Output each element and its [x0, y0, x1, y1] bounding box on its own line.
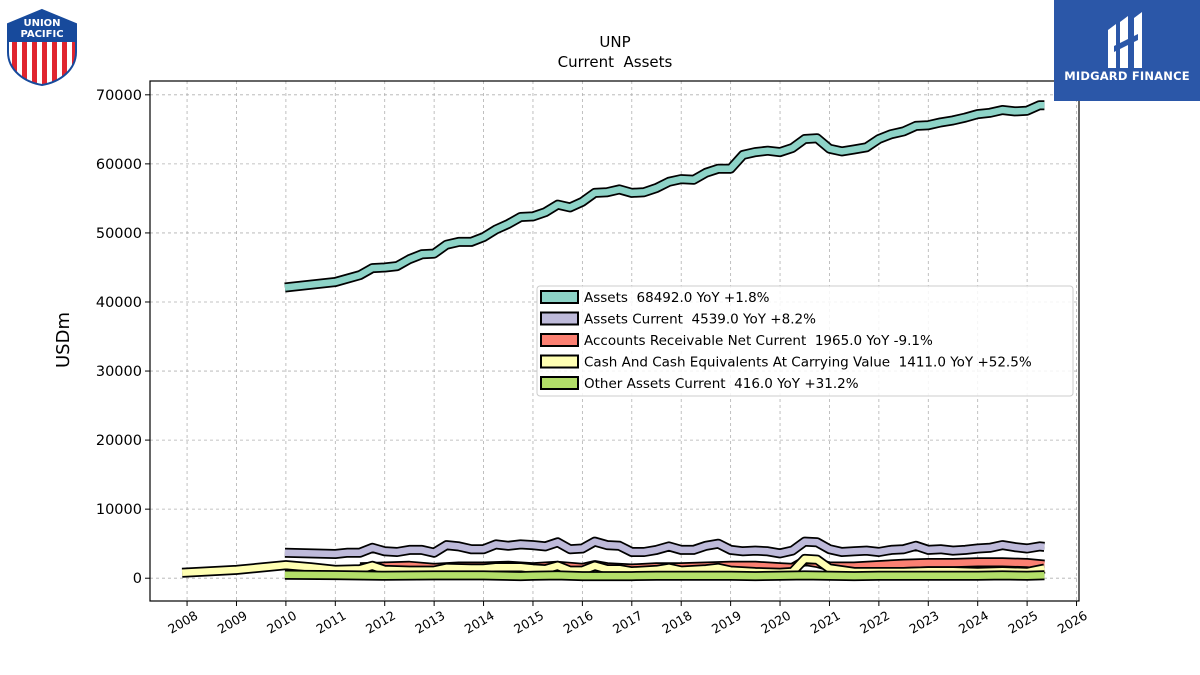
y-tick-label: 20000 [96, 433, 142, 449]
x-tick-label: 2011 [314, 608, 349, 637]
x-tick-label: 2010 [264, 608, 299, 637]
x-tick-label: 2021 [808, 608, 843, 637]
x-tick-label: 2026 [1055, 608, 1090, 637]
series-line [284, 101, 1045, 291]
union-pacific-logo: UNION PACIFIC [6, 8, 78, 87]
legend-label: Assets 68492.0 YoY +1.8% [584, 290, 770, 306]
x-tick-label: 2017 [610, 608, 645, 637]
y-tick-label: 40000 [96, 295, 142, 311]
y-tick-label: 10000 [96, 502, 142, 518]
midgard-finance-logo: MIDGARD FINANCE [1054, 0, 1200, 101]
chart-title: UNP [599, 33, 630, 51]
y-tick-label: 70000 [96, 88, 142, 104]
x-tick-label: 2014 [462, 608, 497, 637]
x-tick-label: 2016 [561, 608, 596, 637]
x-tick-label: 2023 [907, 608, 942, 637]
y-axis-label: USDm [53, 312, 74, 368]
series-line [284, 571, 1045, 580]
x-tick-label: 2009 [215, 608, 250, 637]
x-tick-label: 2012 [363, 608, 398, 637]
series-assets-current [284, 536, 1045, 559]
series-assets [284, 100, 1045, 293]
legend-swatch [540, 354, 579, 369]
plot-frame [149, 80, 1080, 602]
logo-text-union: UNION [23, 18, 60, 29]
y-tick-label: 30000 [96, 364, 142, 380]
chart-subtitle: Current Assets [558, 53, 673, 71]
legend-swatch [540, 311, 579, 326]
x-tick-label: 2008 [165, 608, 200, 637]
legend-swatch [540, 376, 579, 390]
legend-label: Cash And Cash Equivalents At Carrying Va… [584, 355, 1032, 371]
x-tick-label: 2013 [412, 608, 447, 637]
x-tick-label: 2015 [511, 608, 546, 637]
legend: Assets 68492.0 YoY +1.8% Assets Current 4… [536, 285, 1074, 397]
legend-label: Accounts Receivable Net Current 1965.0 Y… [584, 333, 933, 349]
series-line [284, 538, 1045, 558]
legend-swatch [540, 290, 579, 304]
legend-box [536, 285, 1074, 397]
logo-text-pacific: PACIFIC [20, 29, 63, 40]
legend-swatch [540, 333, 579, 347]
y-tick-label: 0 [133, 571, 142, 587]
y-tick-label: 50000 [96, 226, 142, 242]
series-outline [284, 100, 1045, 293]
x-tick-label: 2025 [1005, 608, 1040, 637]
x-tick-label: 2022 [857, 608, 892, 637]
x-tick-label: 2018 [659, 608, 694, 637]
x-tick-label: 2019 [709, 608, 744, 637]
legend-label: Assets Current 4539.0 YoY +8.2% [584, 312, 816, 328]
midgard-mark-icon [1108, 12, 1142, 68]
y-tick-label: 60000 [96, 157, 142, 173]
x-tick-label: 2024 [956, 608, 991, 637]
series-other-assets-current [284, 569, 1045, 582]
legend-label: Other Assets Current 416.0 YoY +31.2% [584, 376, 859, 392]
series-layer [181, 100, 1046, 582]
midgard-finance-label: MIDGARD FINANCE [1064, 69, 1190, 83]
x-tick-label: 2020 [758, 608, 793, 637]
